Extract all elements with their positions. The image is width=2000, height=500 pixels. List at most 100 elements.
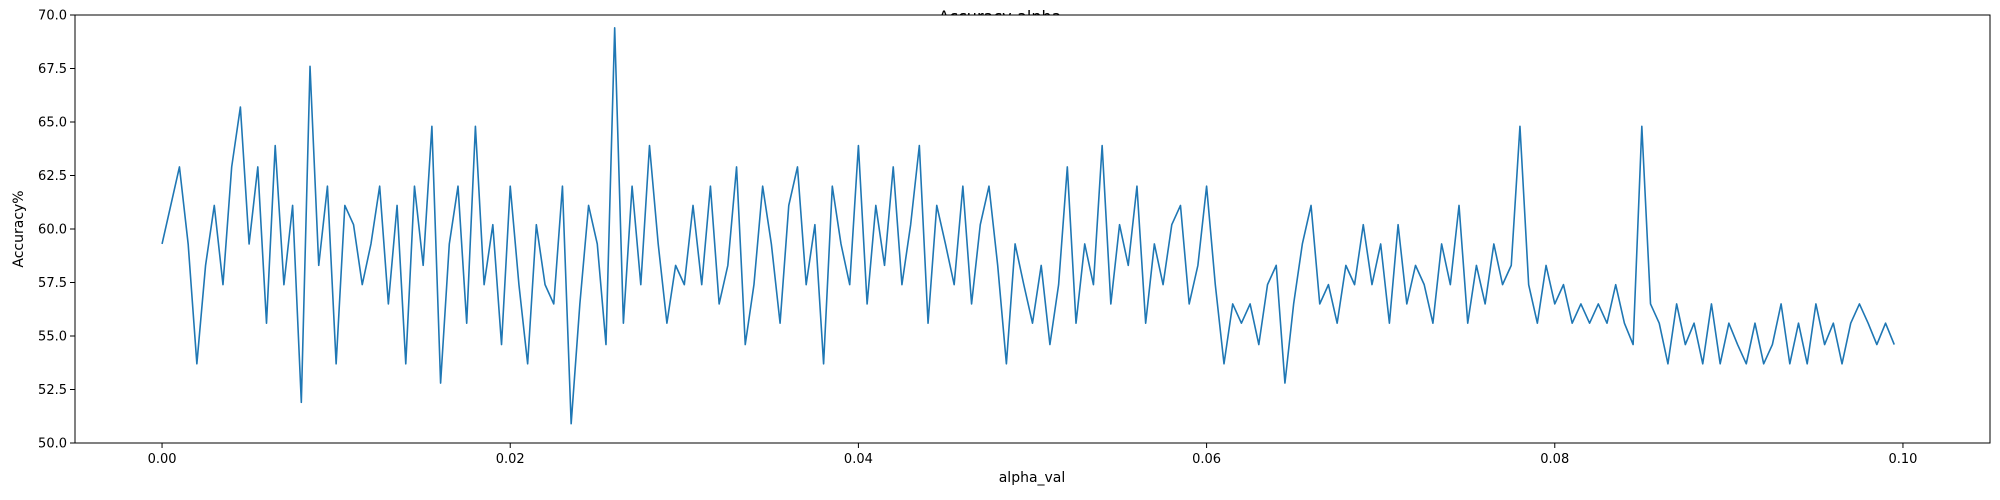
data-point bbox=[1240, 322, 1242, 324]
data-point bbox=[561, 185, 563, 187]
data-point bbox=[997, 264, 999, 266]
data-point bbox=[535, 224, 537, 226]
y-tick-label: 50.0 bbox=[38, 437, 67, 452]
data-point bbox=[1858, 303, 1860, 305]
data-point bbox=[544, 284, 546, 286]
data-point bbox=[1197, 264, 1199, 266]
data-point bbox=[1467, 322, 1469, 324]
data-point bbox=[353, 224, 355, 226]
x-tick-label: 0.00 bbox=[148, 452, 177, 467]
data-point bbox=[1885, 322, 1887, 324]
data-point bbox=[1806, 363, 1808, 365]
data-point bbox=[709, 185, 711, 187]
data-point bbox=[1371, 284, 1373, 286]
data-point bbox=[1058, 284, 1060, 286]
data-point bbox=[1110, 303, 1112, 305]
data-point bbox=[1771, 344, 1773, 346]
data-point bbox=[1589, 322, 1591, 324]
data-point bbox=[1519, 125, 1521, 127]
data-point bbox=[1719, 363, 1721, 365]
data-point bbox=[971, 303, 973, 305]
data-point bbox=[622, 322, 624, 324]
data-point bbox=[1232, 303, 1234, 305]
plot-area bbox=[75, 15, 1990, 443]
data-point bbox=[1249, 303, 1251, 305]
data-point bbox=[1153, 243, 1155, 245]
data-point bbox=[805, 284, 807, 286]
data-point bbox=[213, 204, 215, 206]
data-point bbox=[640, 284, 642, 286]
data-point bbox=[927, 322, 929, 324]
y-tick-label: 60.0 bbox=[38, 223, 67, 238]
data-point bbox=[422, 264, 424, 266]
data-point bbox=[1824, 344, 1826, 346]
data-point bbox=[1684, 344, 1686, 346]
plot-frame bbox=[74, 14, 1991, 444]
data-point bbox=[1676, 303, 1678, 305]
data-point bbox=[1597, 303, 1599, 305]
data-point bbox=[1562, 284, 1564, 286]
data-point bbox=[1284, 382, 1286, 384]
data-point bbox=[1397, 224, 1399, 226]
data-point bbox=[1850, 322, 1852, 324]
y-axis-label: Accuracy% bbox=[11, 190, 27, 267]
data-point bbox=[736, 166, 738, 168]
data-point bbox=[788, 204, 790, 206]
data-point bbox=[570, 423, 572, 425]
data-point bbox=[448, 243, 450, 245]
y-tick-label: 52.5 bbox=[38, 383, 67, 398]
x-tick-label: 0.06 bbox=[1192, 452, 1221, 467]
data-point bbox=[1319, 303, 1321, 305]
data-point bbox=[1458, 204, 1460, 206]
x-tick-label: 0.10 bbox=[1888, 452, 1917, 467]
data-point bbox=[727, 264, 729, 266]
data-point bbox=[944, 243, 946, 245]
data-point bbox=[1615, 284, 1617, 286]
data-point bbox=[1171, 224, 1173, 226]
data-point bbox=[675, 264, 677, 266]
data-point bbox=[588, 204, 590, 206]
data-point bbox=[431, 125, 433, 127]
data-point bbox=[248, 243, 250, 245]
data-point bbox=[1136, 185, 1138, 187]
data-point bbox=[1667, 363, 1669, 365]
x-axis-label: alpha_val bbox=[999, 470, 1066, 486]
data-point bbox=[1214, 284, 1216, 286]
data-point bbox=[614, 27, 616, 29]
data-point bbox=[753, 284, 755, 286]
data-point bbox=[840, 243, 842, 245]
data-point bbox=[1432, 322, 1434, 324]
data-point bbox=[1310, 204, 1312, 206]
data-point bbox=[1449, 284, 1451, 286]
data-point bbox=[1179, 204, 1181, 206]
data-point bbox=[1162, 284, 1164, 286]
data-point bbox=[318, 264, 320, 266]
data-point bbox=[1040, 264, 1042, 266]
data-point bbox=[857, 145, 859, 147]
data-point bbox=[274, 145, 276, 147]
data-point bbox=[1119, 224, 1121, 226]
data-point bbox=[344, 204, 346, 206]
data-point bbox=[239, 106, 241, 108]
data-point bbox=[666, 322, 668, 324]
data-point bbox=[649, 145, 651, 147]
data-point bbox=[596, 243, 598, 245]
data-point bbox=[1336, 322, 1338, 324]
data-point bbox=[466, 322, 468, 324]
data-point bbox=[884, 264, 886, 266]
data-point bbox=[849, 284, 851, 286]
y-tick-label: 57.5 bbox=[38, 276, 67, 291]
data-point bbox=[1606, 322, 1608, 324]
data-point bbox=[1754, 322, 1756, 324]
data-point bbox=[1528, 284, 1530, 286]
x-tick-label: 0.02 bbox=[496, 452, 525, 467]
data-point bbox=[1867, 322, 1869, 324]
data-point bbox=[361, 284, 363, 286]
data-point bbox=[266, 322, 268, 324]
data-point bbox=[892, 166, 894, 168]
data-point bbox=[779, 322, 781, 324]
data-point bbox=[161, 243, 163, 245]
data-point bbox=[823, 363, 825, 365]
data-point bbox=[396, 204, 398, 206]
